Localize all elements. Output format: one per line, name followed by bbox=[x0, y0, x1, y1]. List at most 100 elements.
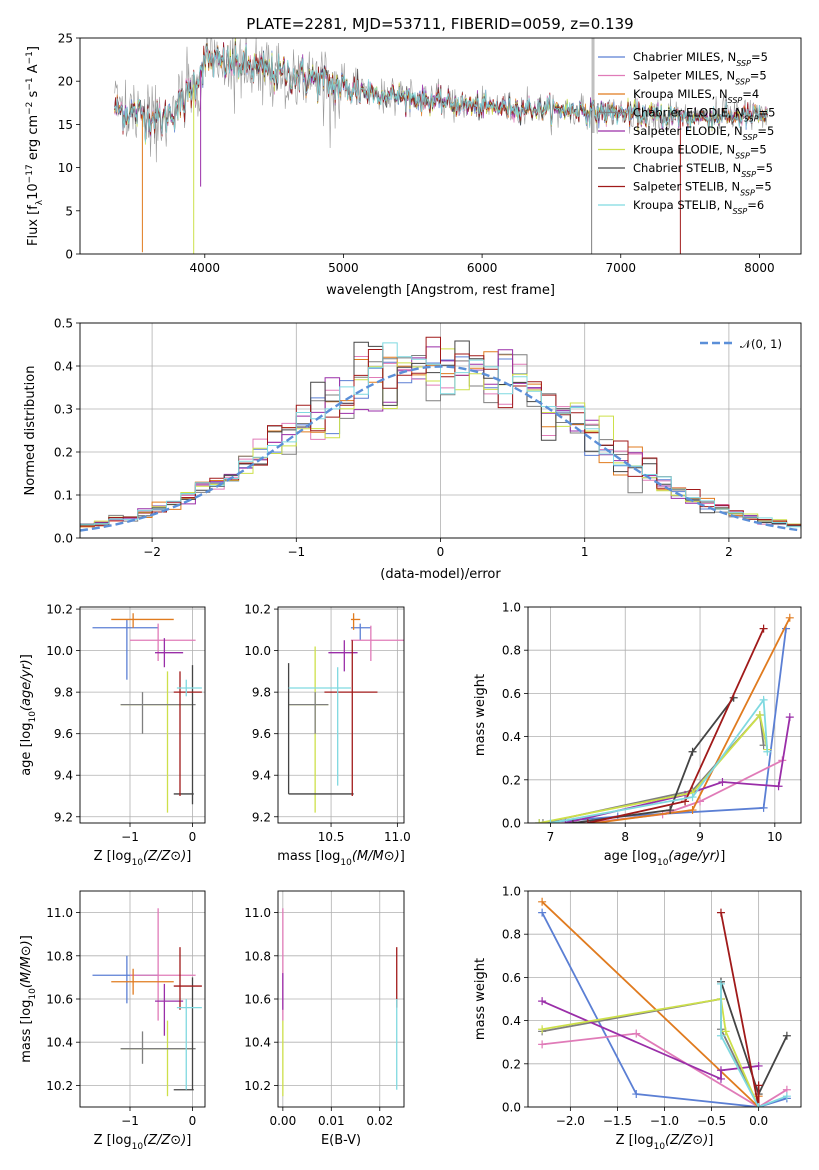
weight-marker bbox=[538, 897, 547, 906]
y-tick-label: 10.2 bbox=[244, 1079, 271, 1093]
weight-marker bbox=[538, 908, 547, 917]
errorbar-point bbox=[173, 671, 202, 796]
axes-frame bbox=[79, 890, 206, 1108]
legend-entry: Kroupa MILES, NSSP=4 bbox=[633, 87, 759, 105]
x-tick-label: 0.00 bbox=[269, 1114, 296, 1128]
weight-line bbox=[565, 717, 791, 823]
panel-spectrum: 4000 5000 6000 7000 8000 0 5 10 15 20 25 wavelength… bbox=[25, 32, 802, 298]
weight-line bbox=[539, 713, 769, 823]
y-tick-label: 10.0 bbox=[244, 644, 271, 658]
errorbar-point bbox=[287, 663, 354, 795]
normal-reference-curve bbox=[80, 365, 801, 532]
weight-line bbox=[541, 1032, 788, 1107]
x-tick-label: −2 bbox=[143, 545, 161, 559]
x-tick-label: 10.5 bbox=[318, 830, 345, 844]
weight-line bbox=[720, 983, 788, 1107]
y-tick-label: 9.6 bbox=[54, 727, 73, 741]
plot-area bbox=[282, 908, 398, 1097]
weight-marker bbox=[666, 806, 675, 815]
errorbar-point bbox=[155, 983, 184, 1036]
x-tick-label: 0 bbox=[189, 1114, 197, 1128]
y-tick-label: 9.2 bbox=[252, 810, 271, 824]
y-tick-label: 10.2 bbox=[46, 1079, 73, 1093]
errorbar-point bbox=[92, 619, 159, 680]
x-axis-label: mass [log10(M/M⊙)] bbox=[277, 849, 405, 868]
plot-area bbox=[287, 613, 404, 813]
errorbar-point bbox=[350, 623, 371, 641]
histogram-series bbox=[80, 342, 801, 528]
weight-marker bbox=[688, 747, 697, 756]
errorbar-point bbox=[173, 977, 194, 1091]
legend-entry: Chabrier STELIB, NSSP=5 bbox=[633, 161, 773, 179]
weight-line bbox=[720, 912, 760, 1107]
weight-marker bbox=[782, 1031, 791, 1040]
errorbar-point bbox=[288, 692, 329, 734]
weight-marker bbox=[754, 1103, 763, 1107]
x-tick-label: 0.01 bbox=[318, 1114, 345, 1128]
legend-entry: Salpeter STELIB, NSSP=5 bbox=[633, 180, 772, 198]
errorbar-point bbox=[155, 638, 184, 668]
plot-area bbox=[538, 897, 791, 1107]
x-axis-label: age [log10(age/yr)] bbox=[604, 849, 726, 868]
y-tick-label: 0.0 bbox=[54, 532, 73, 546]
y-tick-label: 0.2 bbox=[54, 446, 73, 460]
y-tick-label: 0.6 bbox=[502, 687, 521, 701]
x-tick-label: −2.0 bbox=[556, 1114, 585, 1128]
weight-marker bbox=[774, 782, 783, 791]
x-tick-label: 5000 bbox=[328, 261, 359, 275]
panels: 4000 5000 6000 7000 80000510152025wavelength… bbox=[19, 32, 802, 1152]
y-axis-label: mass [log10(M/M⊙)] bbox=[19, 935, 38, 1063]
x-tick-label: 9 bbox=[696, 830, 704, 844]
x-tick-label: 7000 bbox=[605, 261, 636, 275]
plot-area bbox=[80, 336, 801, 532]
weight-line bbox=[572, 697, 735, 823]
weight-marker bbox=[538, 1040, 547, 1049]
y-tick-label: 10.6 bbox=[46, 993, 73, 1007]
y-tick-label: 5 bbox=[65, 204, 73, 218]
x-tick-label: 7 bbox=[547, 830, 555, 844]
y-tick-label: 9.2 bbox=[54, 810, 73, 824]
x-tick-label: 6000 bbox=[467, 261, 498, 275]
panel-massweight-vs-age: 7 8 9 10 0.0 0.2 0.4 0.6 0.8 1.0 age [log10(age/yr… bbox=[473, 601, 802, 868]
weight-marker bbox=[759, 624, 768, 633]
y-tick-label: 10.0 bbox=[46, 644, 73, 658]
weight-marker bbox=[716, 1074, 725, 1083]
y-tick-label: 15 bbox=[58, 118, 73, 132]
errorbar-point bbox=[120, 1020, 193, 1097]
x-tick-label: −1.5 bbox=[603, 1114, 632, 1128]
y-axis-label: Flux [fλ10−17 erg cm−2 s−1 A−1] bbox=[25, 46, 45, 246]
errorbar-point bbox=[92, 955, 159, 1004]
weight-marker bbox=[716, 1031, 725, 1040]
weight-line bbox=[539, 628, 787, 823]
errorbar-point bbox=[176, 999, 202, 1090]
errorbar-point bbox=[288, 667, 351, 786]
y-tick-label: 9.8 bbox=[252, 686, 271, 700]
y-axis-label: mass weight bbox=[473, 958, 488, 1040]
y-tick-label: 0.4 bbox=[54, 360, 73, 374]
y-tick-label: 9.4 bbox=[252, 769, 271, 783]
weight-marker bbox=[688, 793, 697, 802]
weight-line bbox=[720, 981, 788, 1097]
x-tick-label: 10 bbox=[767, 830, 782, 844]
legend-entry: Chabrier MILES, NSSP=5 bbox=[633, 50, 768, 68]
y-tick-label: 0.4 bbox=[502, 730, 521, 744]
x-axis-label: Z [log10(Z/Z⊙)] bbox=[616, 1133, 714, 1152]
x-axis-label: Z [log10(Z/Z⊙)] bbox=[94, 849, 192, 868]
errorbar-point bbox=[324, 640, 378, 796]
y-tick-label: 0 bbox=[65, 248, 73, 262]
x-tick-label: 0.02 bbox=[366, 1114, 393, 1128]
x-axis-label: (data-model)/error bbox=[380, 567, 501, 582]
x-tick-label: 8000 bbox=[744, 261, 775, 275]
errorbar-point bbox=[111, 613, 174, 628]
y-tick-label: 1.0 bbox=[502, 885, 521, 899]
weight-series bbox=[546, 695, 772, 823]
weight-series bbox=[716, 908, 763, 1107]
y-tick-label: 0.8 bbox=[502, 644, 521, 658]
weight-marker bbox=[716, 1066, 725, 1075]
y-tick-label: 11.0 bbox=[46, 906, 73, 920]
y-tick-label: 0.0 bbox=[502, 817, 521, 831]
legend-entry: 𝒩(0, 1) bbox=[740, 337, 782, 351]
x-tick-label: 1 bbox=[581, 545, 589, 559]
weight-marker bbox=[716, 979, 725, 988]
